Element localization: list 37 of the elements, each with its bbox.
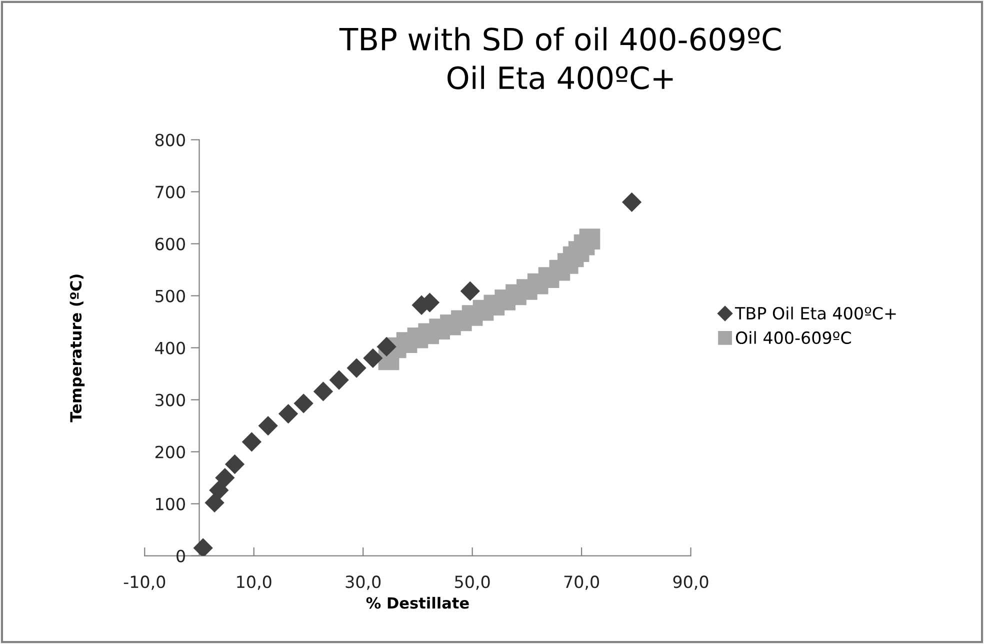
point — [460, 282, 480, 301]
legend-label: TBP Oil Eta 400ºC+ — [734, 306, 896, 320]
point — [225, 454, 244, 474]
x-tick-label: -10,0 — [124, 576, 166, 590]
x-tick-label: 70,0 — [564, 576, 599, 590]
y-tick-label: 500 — [156, 290, 185, 302]
chart-subtitle: Oil Eta 400ºC+ — [448, 66, 673, 90]
y-tick-label: 100 — [156, 498, 185, 510]
point — [622, 192, 642, 212]
point — [579, 228, 600, 250]
point — [258, 416, 278, 436]
point — [330, 370, 349, 390]
x-tick-label: 30,0 — [346, 576, 381, 590]
legend-label: Oil 400-609ºC — [736, 331, 851, 344]
point — [377, 337, 396, 356]
point — [205, 493, 224, 512]
point — [363, 348, 382, 368]
x-axis-title: % Destillate — [366, 596, 469, 609]
point — [194, 538, 213, 556]
point — [294, 394, 314, 413]
chart-title: TBP with SD of oil 400-609ºC — [339, 27, 781, 51]
x-tick-label: 10,0 — [237, 576, 272, 590]
y-tick-label: 200 — [155, 446, 185, 458]
point — [209, 480, 228, 500]
y-tick-label: 400 — [155, 342, 185, 354]
x-tick-label: 90,0 — [673, 576, 708, 590]
point — [314, 382, 333, 401]
y-tick-label: 800 — [155, 134, 185, 146]
y-tick-label: 600 — [155, 238, 185, 250]
point — [242, 432, 262, 452]
point — [215, 468, 234, 488]
y-tick-label: 300 — [156, 394, 185, 406]
point — [278, 404, 298, 424]
point — [347, 358, 366, 378]
x-tick-label: 50,0 — [455, 576, 490, 590]
y-tick-label: 700 — [156, 186, 185, 198]
y-axis-title: Temperature (ºC) — [70, 274, 85, 422]
